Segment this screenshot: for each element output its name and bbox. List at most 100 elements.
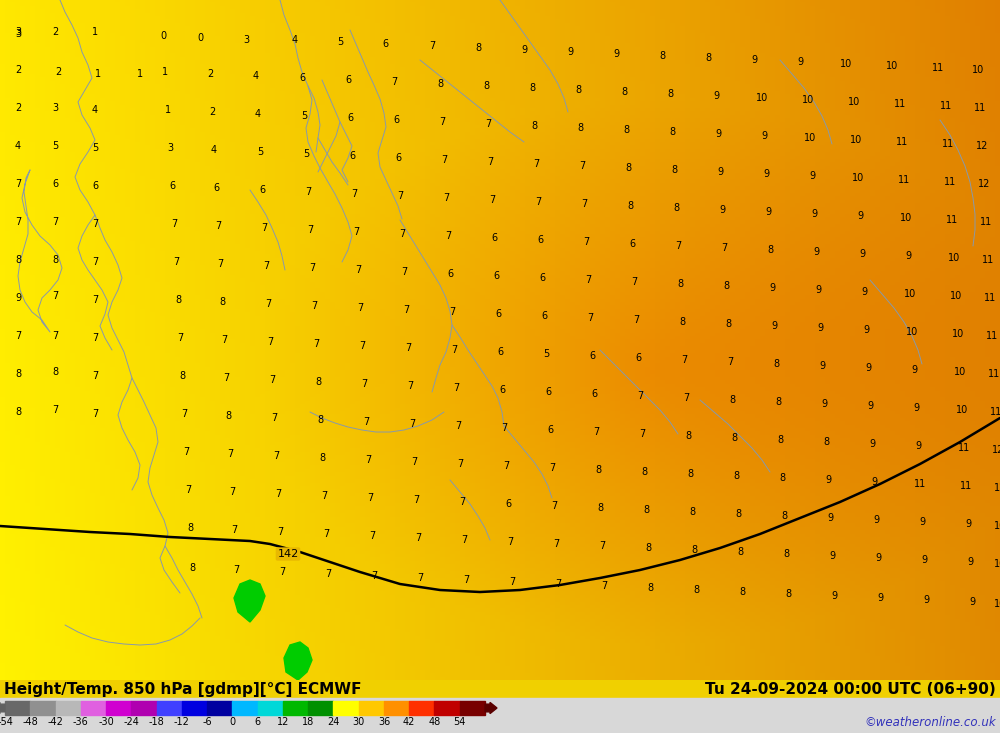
Text: 9: 9 [859, 249, 865, 259]
Text: 8: 8 [15, 369, 21, 379]
Text: 9: 9 [797, 57, 803, 67]
Text: 7: 7 [171, 219, 177, 229]
Text: 30: 30 [353, 717, 365, 727]
Bar [81, 701, 106, 715]
Text: ©weatheronline.co.uk: ©weatheronline.co.uk [864, 716, 996, 729]
Text: 9: 9 [825, 475, 831, 485]
Text: 6: 6 [393, 115, 399, 125]
Text: 8: 8 [739, 587, 745, 597]
Text: 8: 8 [779, 473, 785, 483]
Text: -30: -30 [98, 717, 114, 727]
Text: Height/Temp. 850 hPa [gdmp][°C] ECMWF: Height/Temp. 850 hPa [gdmp][°C] ECMWF [4, 682, 362, 696]
Text: 7: 7 [535, 197, 541, 207]
Text: 12: 12 [978, 179, 990, 189]
Text: 7: 7 [551, 501, 557, 511]
Text: 6: 6 [495, 309, 501, 319]
Text: 10: 10 [848, 97, 860, 107]
Text: 8: 8 [667, 89, 673, 99]
Text: 10: 10 [886, 61, 898, 71]
Text: 10: 10 [802, 95, 814, 105]
Text: 7: 7 [721, 243, 727, 253]
FancyArrow shape [485, 702, 497, 714]
Text: 9: 9 [863, 325, 869, 335]
Text: 12: 12 [976, 141, 988, 151]
Text: 9: 9 [867, 401, 873, 411]
Text: 8: 8 [725, 319, 731, 329]
Text: 24: 24 [327, 717, 340, 727]
Text: 8: 8 [767, 245, 773, 255]
Text: 10: 10 [994, 599, 1000, 609]
Text: 8: 8 [595, 465, 601, 475]
Text: 7: 7 [233, 565, 239, 575]
Text: 7: 7 [485, 119, 491, 129]
Text: 42: 42 [403, 717, 415, 727]
Text: 8: 8 [529, 83, 535, 93]
Text: 1: 1 [162, 67, 168, 77]
Text: 7: 7 [313, 339, 319, 349]
Text: 9: 9 [809, 171, 815, 181]
Text: 9: 9 [875, 553, 881, 563]
FancyArrow shape [0, 702, 5, 714]
Text: 7: 7 [587, 313, 593, 323]
Text: -18: -18 [149, 717, 164, 727]
Text: 6: 6 [493, 271, 499, 281]
Text: 1: 1 [137, 69, 143, 79]
Text: 54: 54 [454, 717, 466, 727]
Text: 7: 7 [15, 179, 21, 189]
Text: 10: 10 [994, 559, 1000, 569]
Text: 8: 8 [475, 43, 481, 53]
Text: 11: 11 [984, 293, 996, 303]
Text: 8: 8 [645, 543, 651, 553]
Text: 11: 11 [894, 99, 906, 109]
Text: 7: 7 [305, 187, 311, 197]
Text: 5: 5 [257, 147, 263, 157]
Text: 9: 9 [719, 205, 725, 215]
Text: 7: 7 [599, 541, 605, 551]
Text: 7: 7 [459, 497, 465, 507]
Text: 8: 8 [621, 87, 627, 97]
Text: 8: 8 [679, 317, 685, 327]
Text: 11: 11 [914, 479, 926, 489]
Text: 2: 2 [52, 27, 58, 37]
Text: 8: 8 [647, 583, 653, 593]
Bar [333, 701, 359, 715]
Text: 7: 7 [503, 461, 509, 471]
Text: 142: 142 [277, 549, 299, 559]
Text: 7: 7 [357, 303, 363, 313]
Text: 7: 7 [417, 573, 423, 583]
Text: 6: 6 [539, 273, 545, 283]
Text: 8: 8 [729, 395, 735, 405]
Text: 7: 7 [449, 307, 455, 317]
Text: 11: 11 [932, 63, 944, 73]
Text: 3: 3 [243, 35, 249, 45]
Text: 7: 7 [405, 343, 411, 353]
Text: 4: 4 [255, 109, 261, 119]
Text: 18: 18 [302, 717, 314, 727]
Text: 9: 9 [713, 91, 719, 101]
Text: 7: 7 [181, 409, 187, 419]
Text: 7: 7 [397, 191, 403, 201]
Text: 7: 7 [325, 569, 331, 579]
Text: 10: 10 [840, 59, 852, 69]
Text: 7: 7 [229, 487, 235, 497]
Text: 11: 11 [982, 255, 994, 265]
Text: 4: 4 [15, 141, 21, 151]
Text: 7: 7 [309, 263, 315, 273]
Text: 7: 7 [92, 333, 98, 343]
Text: 7: 7 [15, 331, 21, 341]
Text: -12: -12 [174, 717, 190, 727]
Text: 7: 7 [231, 525, 237, 535]
Text: 7: 7 [555, 579, 561, 589]
Text: 7: 7 [183, 447, 189, 457]
Text: 5: 5 [543, 349, 549, 359]
Text: 6: 6 [259, 185, 265, 195]
Text: 8: 8 [437, 79, 443, 89]
Text: 10: 10 [850, 135, 862, 145]
Text: 9: 9 [919, 517, 925, 527]
Text: -36: -36 [73, 717, 89, 727]
Text: 6: 6 [255, 717, 261, 727]
Text: 7: 7 [52, 291, 58, 301]
Text: 8: 8 [575, 85, 581, 95]
Text: 10: 10 [900, 213, 912, 223]
Text: 7: 7 [413, 495, 419, 505]
